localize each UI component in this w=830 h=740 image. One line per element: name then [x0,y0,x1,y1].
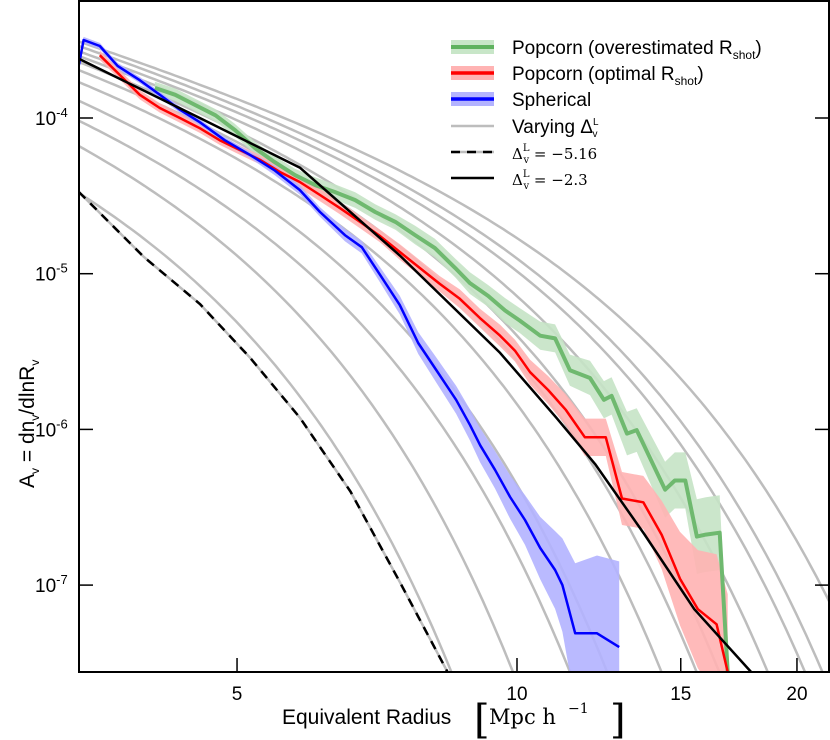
series-line [154,86,730,672]
x-axis-label: Equivalent Radius [ Mpc h −1 ] [282,697,626,740]
y-axis-label-text: Av = dnv/dlnRv [16,360,42,488]
x-axis-exponent: −1 [568,701,589,717]
varying-delta-curve [79,145,515,672]
y-tick-label: 10-7 [35,572,68,597]
y-tick-label: 10-5 [35,261,68,286]
x-axis-units: Mpc h [489,705,556,729]
varying-delta-curve [79,191,449,672]
plot-frame [78,0,830,673]
series-line [79,191,449,672]
error-bands [79,36,728,672]
legend-item: ΔL v = −5.16 [451,143,597,166]
y-tick-label: 10-4 [35,105,68,130]
y-axis-ticks: 10-4 10-5 10-6 10-7 [35,105,829,597]
legend: Popcorn (overestimated Rshot)Popcorn (op… [451,38,762,192]
x-axis-ticks: 5 10 15 20 [232,658,808,705]
x-tick-label: 15 [670,684,691,705]
x-tick-label: 20 [786,684,807,705]
legend-label: ΔL v = −5.16 [512,143,597,166]
y-axis-label: Av = dnv/dlnRv [16,360,42,488]
x-tick-label: 10 [506,684,527,705]
legend-item: Spherical [451,90,591,111]
varying-delta-curve [79,119,572,672]
y-tick-label: 10-6 [35,416,68,441]
bracket-left: [ [474,697,490,740]
series-line [79,57,752,672]
varying-delta-curve [79,40,829,604]
series-line [79,38,620,649]
legend-label: Varying ΔL v [512,117,599,140]
legend-item: ΔL v = −2.3 [451,169,588,192]
varying-delta-curve [79,50,807,672]
x-axis-label-text: Equivalent Radius [282,706,451,729]
legend-item: Popcorn (optimal Rshot) [451,64,704,88]
x-tick-label: 5 [232,684,243,705]
legend-label: ΔL v = −2.3 [512,169,588,192]
legend-label: Popcorn (optimal Rshot) [512,64,704,88]
legend-label: Spherical [512,90,591,111]
varying-delta-curve [79,80,663,672]
varying-delta-curve [79,191,453,672]
data-series [79,38,752,672]
bracket-right: ] [610,697,626,740]
legend-item: Varying ΔL v [451,117,599,140]
error-band [79,36,620,672]
legend-item: Popcorn (overestimated Rshot) [451,38,762,62]
legend-label: Popcorn (overestimated Rshot) [512,38,762,62]
varying-delta-curve [79,99,609,672]
series-line [98,54,729,672]
error-band [99,50,728,672]
varying-delta-curve [79,44,824,672]
